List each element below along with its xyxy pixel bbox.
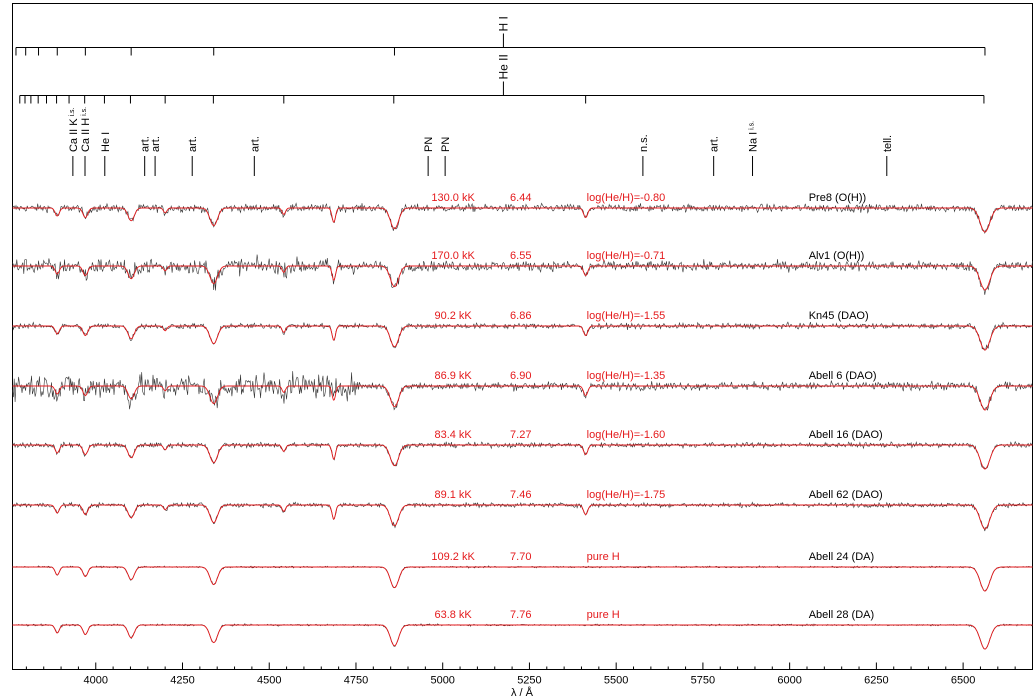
x-tick-label: 6250 (864, 675, 888, 687)
line-id-label: Ca II K i.s. (68, 107, 80, 152)
x-tick-label: 4000 (84, 675, 108, 687)
spectra-group: 130.0 kK 6.44 log(He/H)=-0.80 Pre8 (O(H)) 17… (12, 192, 1033, 650)
line-id-label: tell. (882, 135, 894, 152)
observed-spectrum (12, 623, 1033, 650)
model-spectrum (12, 325, 1033, 351)
line-id-label: art. (140, 136, 152, 152)
x-tick-label: 5000 (430, 675, 454, 687)
abundance-label: pure H (587, 609, 620, 621)
line-id-label: Na I i.s. (748, 121, 760, 152)
line-id-label: PN (423, 137, 435, 152)
line-id-label: art. (150, 136, 162, 152)
abundance-label: log(He/H)=-1.75 (587, 489, 666, 501)
logg-label: 7.46 (510, 489, 531, 501)
line-id-label: n.s. (638, 134, 650, 152)
object-name-label: Abell 62 (DAO) (809, 489, 883, 501)
line-id-subscript: i.s. (69, 107, 76, 118)
logg-label: 6.55 (510, 250, 531, 262)
x-tick-label: 4250 (170, 675, 194, 687)
abundance-label: log(He/H)=-1.60 (587, 429, 666, 441)
line-id-label: art. (187, 136, 199, 152)
observed-spectrum (12, 565, 1033, 592)
x-axis-label: λ / Å (511, 686, 534, 698)
line-id-label: Ca II H i.s. (80, 107, 92, 152)
observed-spectrum (12, 202, 1033, 234)
teff-label: 63.8 kK (434, 609, 472, 621)
object-name-label: Abell 24 (DA) (809, 551, 874, 563)
abundance-label: pure H (587, 551, 620, 563)
x-tick-label: 5500 (604, 675, 628, 687)
ladder-label: H I (496, 16, 510, 31)
observed-spectrum (12, 321, 1033, 351)
logg-label: 7.27 (510, 429, 531, 441)
x-tick-label: 6000 (777, 675, 801, 687)
model-spectrum (12, 504, 1033, 530)
abundance-label: log(He/H)=-1.35 (587, 370, 666, 382)
x-tick-label: 5250 (517, 675, 541, 687)
object-name-label: Abell 16 (DAO) (809, 429, 883, 441)
object-name-label: Kn45 (DAO) (809, 310, 869, 322)
observed-spectrum (12, 440, 1033, 470)
teff-label: 89.1 kK (434, 489, 472, 501)
abundance-label: log(He/H)=-0.71 (587, 250, 666, 262)
x-tick-label: 5750 (691, 675, 715, 687)
teff-label: 83.4 kK (434, 429, 472, 441)
object-name-label: Abell 28 (DA) (809, 609, 874, 621)
teff-label: 170.0 kK (431, 250, 475, 262)
x-axis: 4000 4250 4500 4750 5000 5250 5500 5750 6000 6250… (25, 662, 1033, 687)
x-tick-label: 4750 (344, 675, 368, 687)
teff-label: 109.2 kK (431, 551, 475, 563)
line-id-subscript: i.s. (81, 107, 88, 118)
object-name-label: Abell 6 (DAO) (809, 370, 877, 382)
model-spectrum (12, 265, 1033, 291)
line-ladders: H I He II (15, 16, 986, 104)
model-spectrum (12, 444, 1033, 470)
logg-label: 7.70 (510, 551, 531, 563)
logg-label: 7.76 (510, 609, 531, 621)
model-spectrum (12, 624, 1033, 650)
observed-spectrum (12, 371, 1033, 411)
teff-label: 86.9 kK (434, 370, 472, 382)
model-spectrum (12, 566, 1033, 592)
logg-label: 6.86 (510, 310, 531, 322)
teff-label: 130.0 kK (431, 192, 475, 204)
logg-label: 6.44 (510, 192, 531, 204)
observed-spectrum (12, 501, 1033, 532)
line-id-label: He I (100, 132, 112, 152)
model-spectrum (12, 385, 1033, 411)
object-name-label: Pre8 (O(H)) (809, 192, 866, 204)
teff-label: 90.2 kK (434, 310, 472, 322)
object-name-label: Alv1 (O(H)) (809, 250, 865, 262)
x-tick-label: 6500 (951, 675, 975, 687)
ladder-label: He II (496, 54, 510, 79)
line-id-label: art. (709, 136, 721, 152)
logg-label: 6.90 (510, 370, 531, 382)
line-id-subscript: i.s. (749, 121, 756, 132)
line-id-label: art. (249, 136, 261, 152)
x-tick-label: 4500 (257, 675, 281, 687)
abundance-label: log(He/H)=-1.55 (587, 310, 666, 322)
plot-frame (12, 3, 1033, 670)
abundance-label: log(He/H)=-0.80 (587, 192, 666, 204)
model-spectrum (12, 207, 1033, 233)
line-id-label: PN (440, 137, 452, 152)
